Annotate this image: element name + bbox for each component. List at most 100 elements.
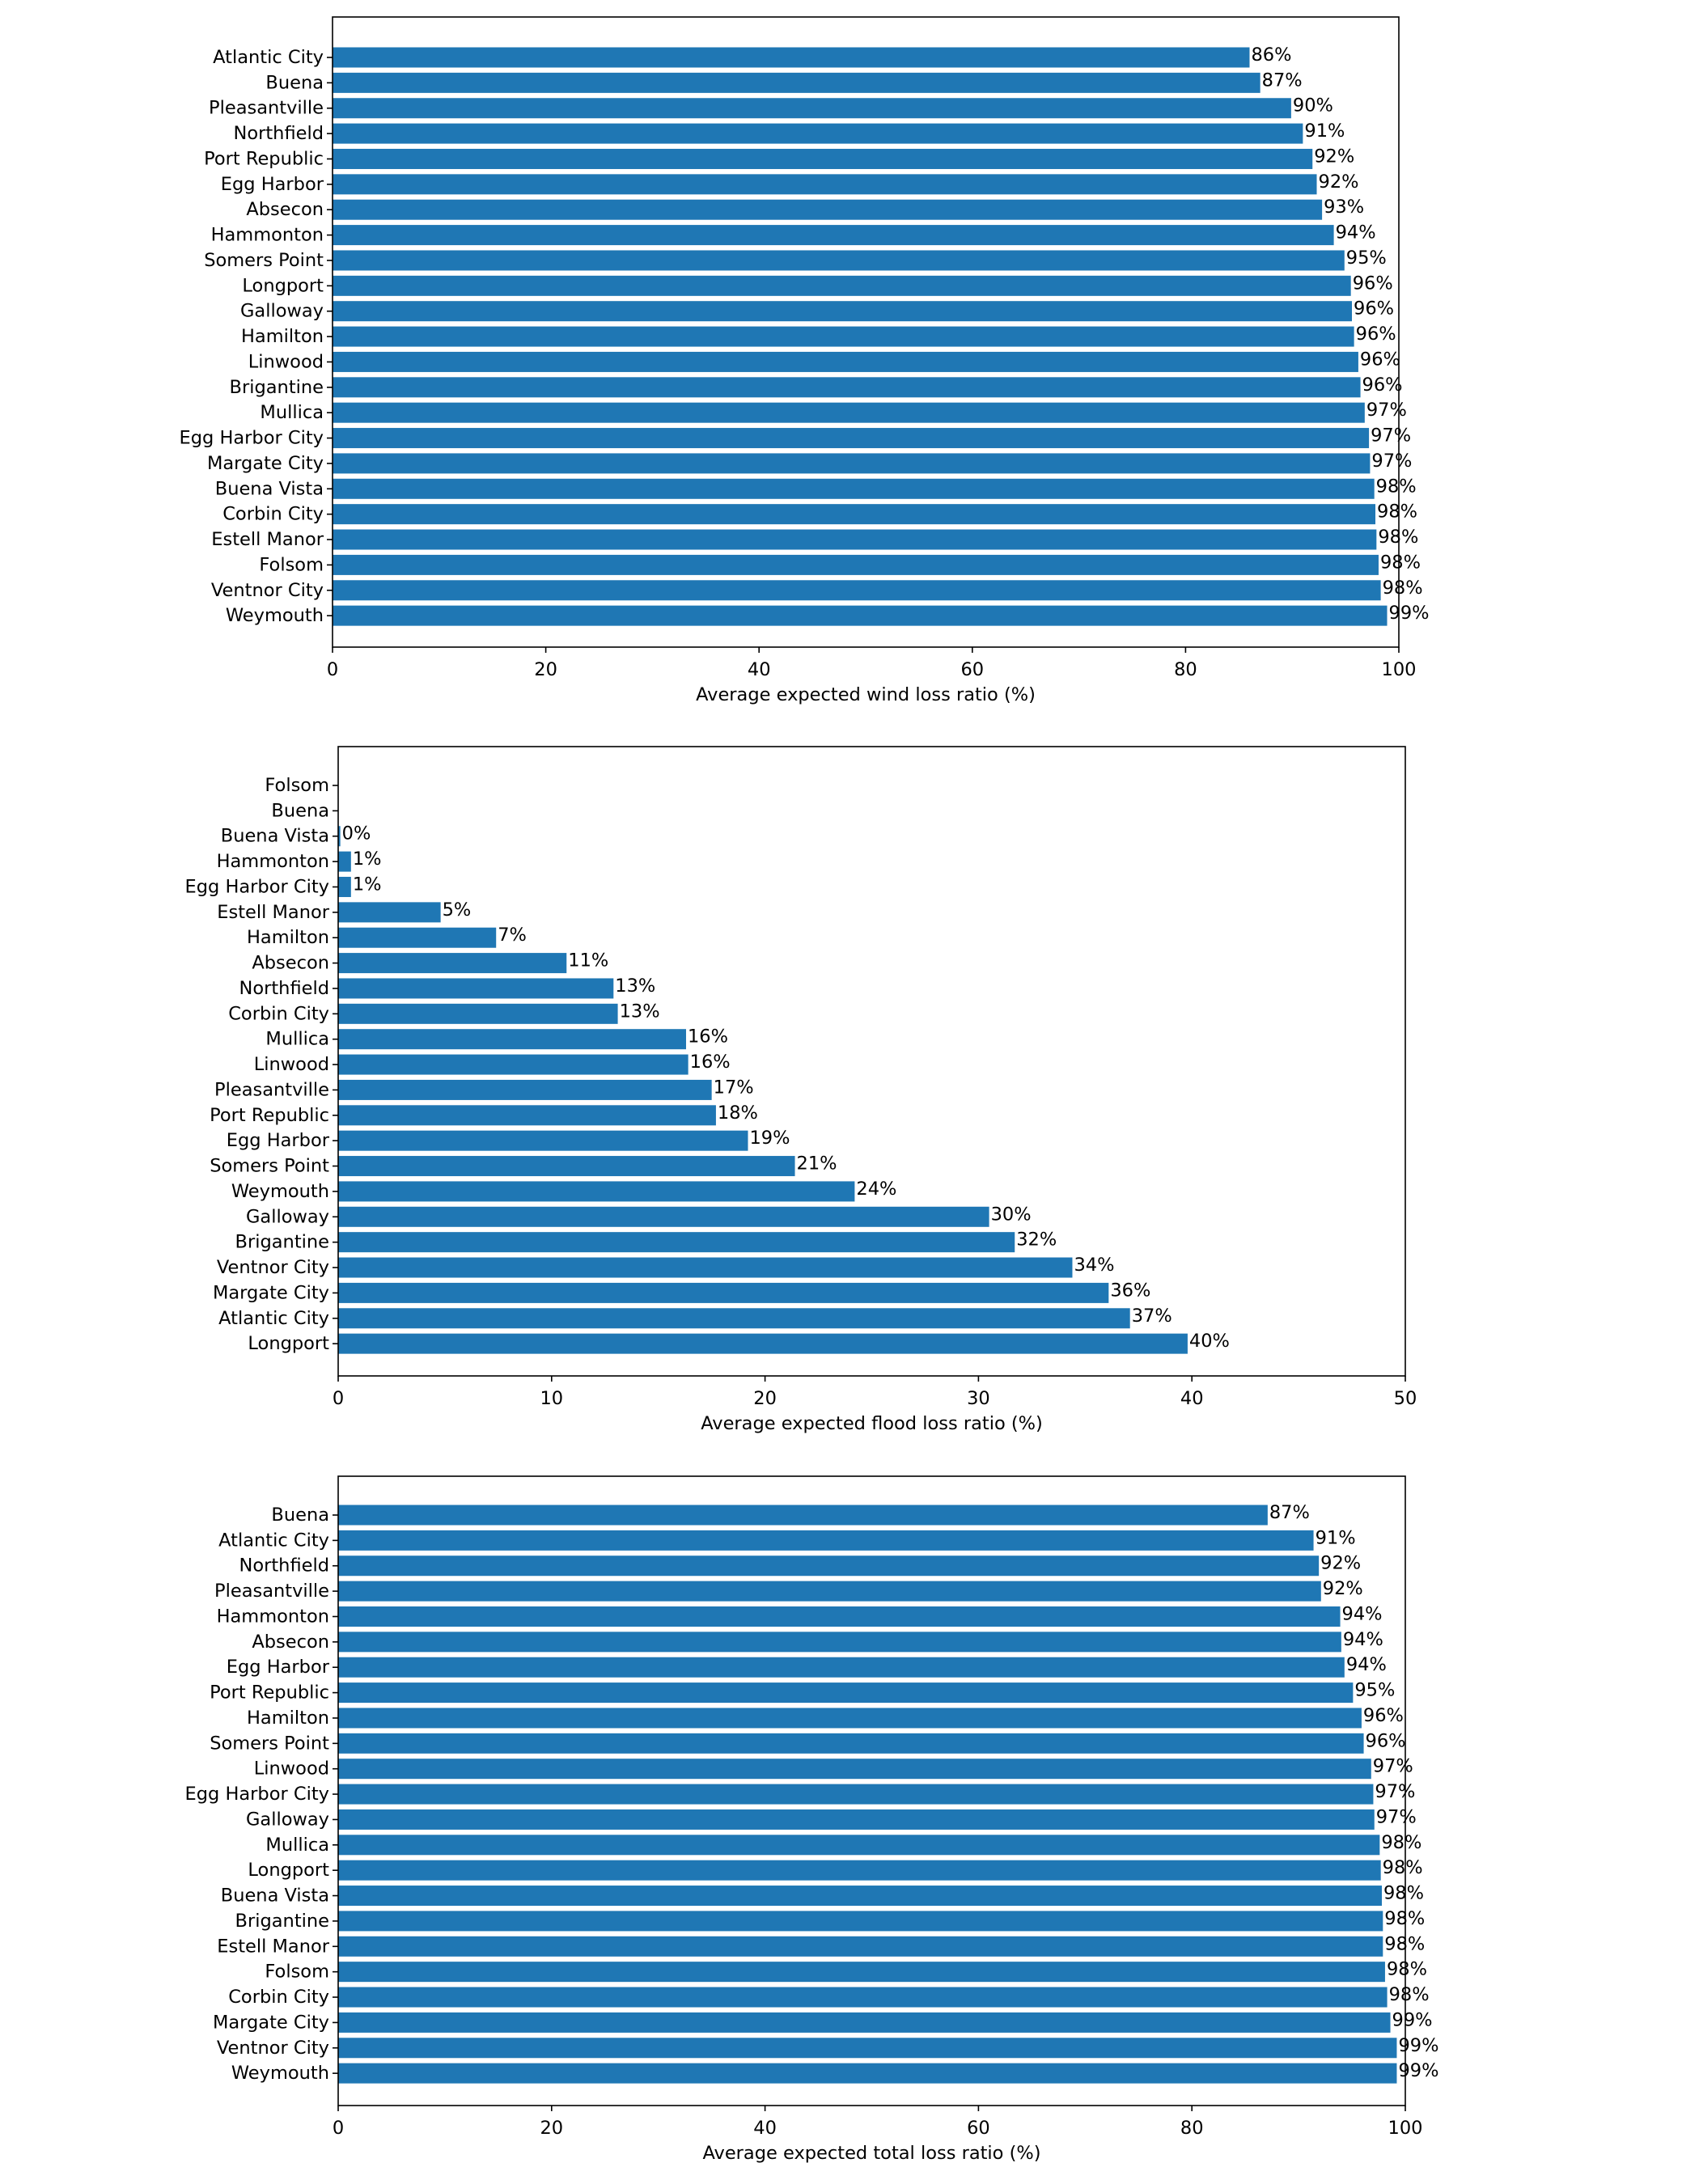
plot-frame [337, 1475, 1406, 2106]
category-label: Longport [248, 1333, 329, 1354]
data-label: 19% [749, 1128, 790, 1149]
data-label: 92% [1323, 1578, 1363, 1599]
bar-2-6 [338, 902, 441, 923]
x-tick-label: 20 [534, 659, 557, 680]
bar-1-23 [333, 605, 1388, 626]
bar-1-8 [333, 225, 1334, 246]
category-label: Buena Vista [221, 1886, 329, 1907]
data-label: 98% [1383, 578, 1423, 599]
category-label: Ventnor City [211, 580, 324, 601]
bar-3-11 [338, 1759, 1371, 1780]
data-label: 1% [353, 849, 382, 870]
category-label: Egg Harbor City [185, 876, 329, 897]
data-label: 87% [1269, 1502, 1310, 1523]
data-label: 99% [1398, 2060, 1438, 2081]
x-tick-label: 0 [333, 2118, 344, 2139]
bar-1-9 [333, 250, 1345, 271]
data-label: 98% [1380, 552, 1421, 573]
data-label: 87% [1262, 70, 1303, 91]
data-label: 97% [1373, 1756, 1413, 1777]
category-label: Hamilton [247, 1708, 329, 1729]
x-tick-label: 80 [1174, 659, 1197, 680]
data-label: 94% [1346, 1654, 1387, 1675]
x-axis-label: Average expected wind loss ratio (%) [696, 684, 1036, 705]
bar-3-1 [338, 1505, 1268, 1526]
bar-2-7 [338, 927, 497, 948]
category-label: Hammonton [211, 225, 324, 246]
category-label: Hamilton [247, 927, 329, 948]
bar-1-6 [333, 174, 1317, 195]
x-tick-label: 100 [1388, 2118, 1423, 2139]
category-label: Weymouth [226, 605, 324, 626]
bar-2-14 [338, 1105, 716, 1126]
category-label: Absecon [252, 953, 329, 974]
bar-3-13 [338, 1809, 1375, 1830]
data-label: 94% [1336, 222, 1376, 243]
bar-2-10 [338, 1003, 618, 1024]
bar-3-17 [338, 1911, 1383, 1932]
category-label: Buena [265, 72, 324, 93]
bar-1-10 [333, 275, 1351, 296]
data-label: 97% [1371, 425, 1411, 447]
category-label: Estell Manor [211, 529, 324, 550]
bar-1-7 [333, 199, 1323, 220]
data-label: 24% [856, 1179, 896, 1200]
data-label: 86% [1251, 44, 1291, 66]
data-label: 98% [1383, 1883, 1424, 1904]
x-tick-label: 80 [1180, 2118, 1204, 2139]
data-label: 98% [1376, 476, 1417, 497]
x-tick-label: 50 [1394, 1388, 1417, 1409]
data-label: 34% [1074, 1255, 1114, 1276]
category-label: Buena Vista [221, 826, 329, 847]
data-label: 91% [1304, 121, 1345, 142]
data-label: 91% [1316, 1527, 1356, 1548]
category-label: Port Republic [210, 1105, 329, 1126]
category-label: Atlantic City [218, 1530, 329, 1551]
bar-1-21 [333, 554, 1379, 575]
category-label: Folsom [265, 775, 329, 796]
category-label: Corbin City [222, 504, 324, 525]
category-label: Pleasantville [209, 98, 324, 119]
category-label: Somers Point [210, 1733, 329, 1754]
data-label: 21% [797, 1153, 837, 1175]
data-label: 93% [1324, 197, 1364, 218]
bar-3-7 [338, 1657, 1345, 1678]
data-label: 1% [353, 874, 382, 895]
bar-3-21 [338, 2012, 1391, 2033]
category-label: Atlantic City [218, 1308, 329, 1329]
x-tick-label: 60 [960, 659, 984, 680]
x-axis-label: Average expected total loss ratio (%) [702, 2143, 1040, 2164]
bar-3-16 [338, 1886, 1382, 1907]
category-label: Margate City [213, 1282, 329, 1303]
bar-3-23 [338, 2063, 1397, 2084]
category-label: Weymouth [231, 2063, 329, 2084]
data-label: 0% [342, 823, 371, 844]
plot-frame [332, 16, 1400, 648]
data-label: 13% [620, 1001, 660, 1022]
category-label: Mullica [265, 1835, 329, 1856]
category-label: Folsom [259, 554, 324, 575]
data-label: 96% [1356, 324, 1396, 345]
category-label: Egg Harbor [227, 1657, 330, 1678]
data-label: 99% [1389, 603, 1430, 624]
bar-2-22 [338, 1308, 1130, 1329]
bar-2-23 [338, 1333, 1188, 1354]
bar-2-16 [338, 1156, 795, 1177]
data-label: 16% [688, 1026, 728, 1048]
bar-3-8 [338, 1682, 1354, 1704]
category-label: Hammonton [217, 1606, 329, 1627]
data-label: 92% [1314, 146, 1354, 167]
bar-2-18 [338, 1206, 989, 1227]
panel-2: Folsom Buena Buena Vista 0% Hammonton 1% Egg H… [185, 746, 1417, 1434]
x-axis-label: Average expected flood loss ratio (%) [701, 1413, 1043, 1434]
category-label: Galloway [246, 1206, 329, 1227]
category-label: Ventnor City [217, 1257, 329, 1278]
category-label: Buena Vista [215, 478, 324, 499]
bar-3-9 [338, 1708, 1362, 1729]
category-label: Hammonton [217, 851, 329, 872]
category-label: Port Republic [210, 1682, 329, 1704]
bar-2-19 [338, 1232, 1015, 1253]
data-label: 36% [1110, 1280, 1150, 1301]
bar-2-9 [338, 978, 614, 999]
bar-3-2 [338, 1530, 1314, 1551]
